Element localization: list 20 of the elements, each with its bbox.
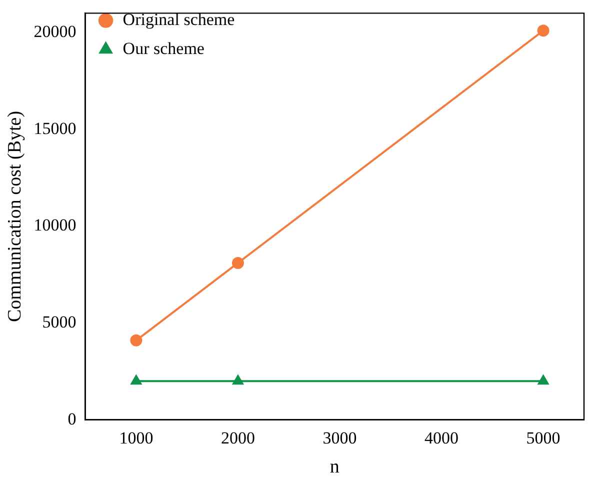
x-tick-label: 1000 <box>119 428 154 448</box>
x-tick-label: 4000 <box>424 428 459 448</box>
point <box>130 375 142 385</box>
point <box>537 24 550 37</box>
point <box>130 334 142 346</box>
x-tick-label: 2000 <box>220 428 255 448</box>
y-tick-label: 10000 <box>34 216 76 235</box>
legend-label: Original scheme <box>122 10 235 29</box>
y-tick-label: 15000 <box>34 118 76 138</box>
y-tick-label: 20000 <box>34 22 76 42</box>
x-tick-label: 3000 <box>322 428 357 448</box>
y-axis-title: Communication cost (Byte) <box>4 110 26 322</box>
y-tick-label: 0 <box>68 409 76 428</box>
legend-label: Our scheme <box>122 38 204 58</box>
point <box>538 375 549 385</box>
x-axis-title: n <box>330 456 340 478</box>
point <box>232 375 244 385</box>
x-tick-label: 5000 <box>526 428 560 448</box>
point <box>232 256 244 269</box>
y-tick-label: 5000 <box>42 312 76 332</box>
